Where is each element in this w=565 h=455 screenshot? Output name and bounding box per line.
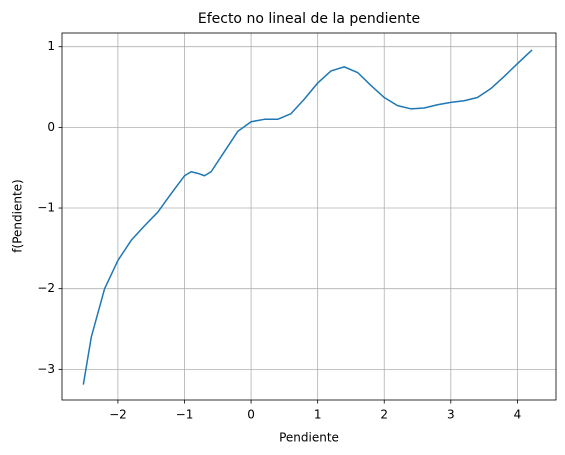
x-tick-label: 3 bbox=[447, 408, 455, 422]
y-tick-label: −3 bbox=[37, 362, 55, 376]
x-axis-label: Pendiente bbox=[279, 431, 339, 445]
y-tick-label: −1 bbox=[37, 201, 55, 215]
x-tick-label: 2 bbox=[380, 408, 388, 422]
line-series bbox=[82, 49, 533, 385]
y-tick-label: 0 bbox=[47, 120, 55, 134]
plot-frame bbox=[61, 32, 557, 401]
x-tick-label: 4 bbox=[514, 408, 522, 422]
y-tick-label: −2 bbox=[37, 281, 55, 295]
x-tick-label: 0 bbox=[247, 408, 255, 422]
x-tick-label: 1 bbox=[314, 408, 322, 422]
y-tick-label: 1 bbox=[47, 39, 55, 53]
chart-title: Efecto no lineal de la pendiente bbox=[198, 11, 420, 27]
y-axis-label: f(Pendiente) bbox=[11, 179, 25, 252]
x-tick-label: −2 bbox=[109, 408, 127, 422]
x-tick-label: −1 bbox=[176, 408, 194, 422]
